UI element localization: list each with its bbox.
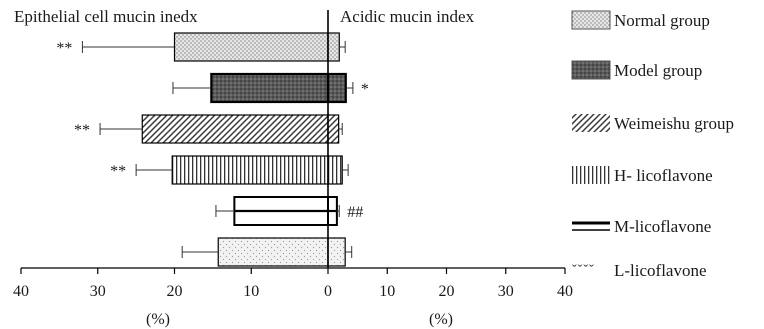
legend-label-4: M-licoflavone [614, 217, 711, 236]
bar-left-5 [217, 237, 329, 267]
significance-left-0: ** [56, 40, 72, 57]
bar-left-1 [210, 72, 330, 104]
bar-left-0 [173, 32, 329, 62]
legend-swatch-0 [571, 10, 611, 30]
bar-layer: *******## [56, 32, 369, 267]
x-tick-label-right-1: 20 [439, 283, 455, 300]
bar-right-5 [327, 237, 346, 267]
legend-swatch-1 [571, 60, 611, 80]
legend-label-5: L-licoflavone [614, 261, 707, 280]
x-tick-label-left-0: 40 [13, 283, 29, 300]
x-tick-label-right-3: 40 [557, 283, 573, 300]
significance-left-2: ** [74, 122, 90, 139]
right-chart-title: Acidic mucin index [340, 7, 475, 26]
x-tick-label-right-2: 30 [498, 283, 514, 300]
bar-right-2 [327, 114, 340, 144]
significance-left-3: ** [110, 163, 126, 180]
x-tick-label-left-3: 10 [243, 283, 259, 300]
left-chart-title: Epithelial cell mucin inedx [14, 7, 198, 26]
legend-swatch-3 [572, 166, 610, 184]
bar-left-2 [141, 114, 329, 144]
legend-swatch-2 [572, 114, 610, 132]
legend-label-1: Model group [614, 61, 702, 80]
x-tick-label-left-4: 0 [324, 283, 332, 300]
legend: Normal group Model group Weimeishu group H-… [571, 10, 734, 280]
x-tick-label-right-0: 10 [379, 283, 395, 300]
x-axis-ticks: 40 30 20 10 0 10 20 30 40 [13, 268, 573, 300]
bar-right-3 [327, 155, 343, 185]
significance-right-4: ## [347, 204, 363, 221]
legend-label-2: Weimeishu group [614, 114, 734, 133]
bar-left-3 [171, 155, 329, 185]
bar-right-0 [327, 32, 340, 62]
right-x-axis-label: (%) [429, 311, 453, 328]
legend-label-3: H- licoflavone [614, 166, 713, 185]
legend-swatch-5: ˇˇˇˇ [572, 263, 595, 278]
x-tick-label-left-1: 30 [90, 283, 106, 300]
significance-right-1: * [361, 81, 369, 98]
left-x-axis-label: (%) [146, 311, 170, 328]
bar-right-1 [326, 72, 347, 104]
legend-label-0: Normal group [614, 11, 710, 30]
x-tick-label-left-2: 20 [167, 283, 183, 300]
